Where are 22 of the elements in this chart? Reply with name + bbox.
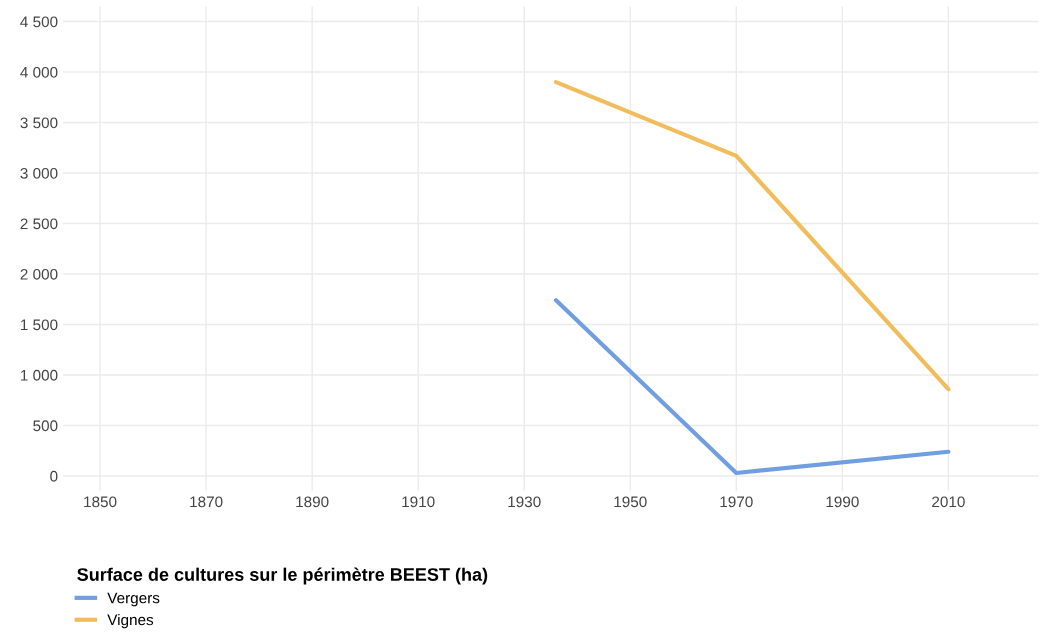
x-tick-label: 1950: [614, 496, 647, 508]
x-tick-label: 1990: [826, 496, 859, 508]
x-tick-label: 1910: [402, 496, 435, 508]
y-tick-label: 4 500: [20, 16, 58, 28]
y-tick-label: 1 000: [21, 369, 58, 381]
x-tick-label: 1870: [190, 496, 223, 508]
x-tick-label: 1930: [508, 496, 541, 508]
y-tick-label: 1 500: [21, 319, 58, 331]
x-tick-label: 1850: [84, 496, 117, 508]
legend-title: Surface de cultures sur le périmètre BEEST (ha): [77, 567, 488, 585]
x-tick-label: 1890: [296, 496, 329, 508]
x-tick-label: 1970: [720, 496, 753, 508]
y-tick-label: 500: [33, 420, 58, 432]
y-tick-label: 0: [50, 470, 58, 482]
legend-label: Vergers: [107, 592, 160, 607]
legend-label: Vignes: [107, 614, 154, 629]
x-tick-label: 2010: [932, 496, 965, 508]
y-tick-label: 4 000: [20, 66, 58, 78]
y-tick-label: 2 500: [20, 218, 58, 230]
y-tick-label: 3 500: [20, 117, 58, 129]
y-tick-label: 3 000: [20, 167, 58, 179]
y-tick-label: 2 000: [20, 268, 58, 280]
